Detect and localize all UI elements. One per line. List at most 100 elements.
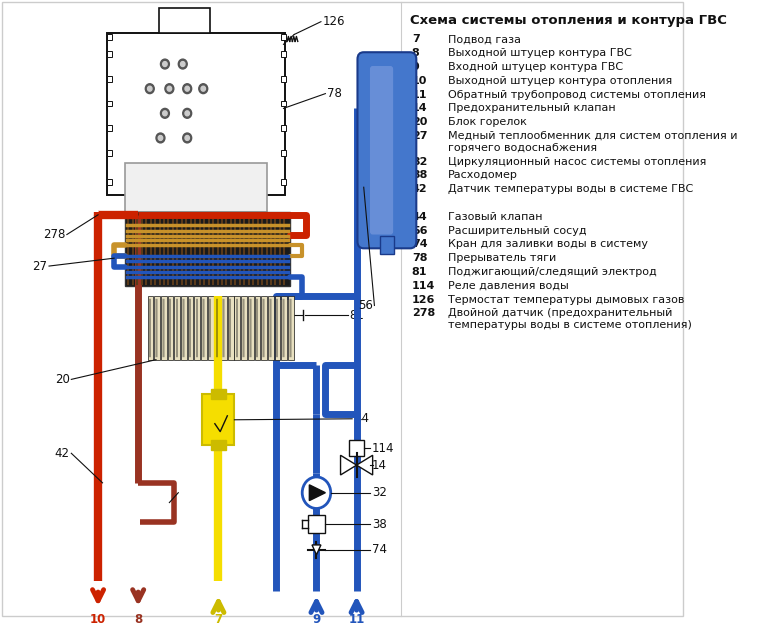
Text: 9: 9 (313, 613, 320, 626)
Bar (275, 295, 280, 360)
Text: Термостат температуры дымовых газов: Термостат температуры дымовых газов (448, 295, 684, 305)
Bar (174, 295, 180, 360)
Bar (254, 295, 260, 360)
Bar (268, 295, 273, 360)
Text: 78: 78 (327, 87, 342, 100)
Text: 126: 126 (412, 295, 435, 305)
Bar (261, 295, 267, 360)
Circle shape (161, 108, 170, 119)
Text: 74: 74 (412, 240, 428, 250)
Text: Входной штуцер контура ГВС: Входной штуцер контура ГВС (448, 62, 623, 72)
Circle shape (185, 111, 190, 116)
Circle shape (161, 59, 170, 69)
Bar (207, 295, 214, 360)
Text: 114: 114 (412, 281, 435, 291)
Text: Подвод газа: Подвод газа (448, 34, 521, 45)
Text: 20: 20 (55, 373, 70, 386)
Text: Реле давления воды: Реле давления воды (448, 281, 568, 291)
Text: Медный теплообменник для систем отопления и
горячего водоснабжения: Медный теплообменник для систем отоплени… (448, 131, 737, 152)
Text: 27: 27 (412, 131, 427, 141)
Bar (349, 441, 364, 456)
Text: 278: 278 (412, 308, 435, 319)
Bar (161, 295, 167, 360)
Text: Выходной штуцер контура ГВС: Выходной штуцер контура ГВС (448, 48, 631, 58)
Text: Блок горелок: Блок горелок (448, 117, 526, 127)
Text: Датчик температуры воды в системе ГВС: Датчик температуры воды в системе ГВС (448, 184, 693, 194)
Text: 11: 11 (349, 613, 365, 626)
Circle shape (201, 87, 206, 91)
Bar (181, 295, 187, 360)
Bar (125, 162, 267, 212)
Text: 7: 7 (412, 34, 419, 45)
Bar (228, 295, 233, 360)
Text: Газовый клапан: Газовый клапан (448, 212, 542, 222)
Bar (107, 125, 112, 131)
Text: 11: 11 (412, 90, 427, 100)
Circle shape (183, 84, 192, 93)
Text: 14: 14 (372, 458, 387, 472)
Bar (307, 515, 326, 533)
Text: 42: 42 (55, 447, 70, 460)
Bar (107, 51, 112, 57)
Bar (379, 236, 394, 254)
Text: 8: 8 (134, 613, 142, 626)
Circle shape (167, 87, 171, 91)
Text: Поджигающий/следящий электрод: Поджигающий/следящий электрод (448, 267, 657, 277)
Text: 126: 126 (323, 15, 345, 28)
Bar (167, 295, 174, 360)
Text: 44: 44 (412, 212, 428, 222)
Text: 114: 114 (372, 442, 394, 455)
Bar (107, 33, 285, 195)
Bar (147, 295, 154, 360)
Circle shape (183, 108, 192, 119)
Text: 32: 32 (412, 157, 427, 167)
Text: Кран для заливки воды в систему: Кран для заливки воды в систему (448, 240, 647, 250)
Bar (281, 295, 287, 360)
Text: Предохранительный клапан: Предохранительный клапан (448, 103, 615, 113)
Text: 10: 10 (90, 613, 106, 626)
Circle shape (158, 135, 163, 140)
Text: 78: 78 (412, 253, 427, 263)
Circle shape (303, 477, 331, 508)
Circle shape (163, 111, 167, 116)
Circle shape (147, 87, 152, 91)
Text: 278: 278 (43, 228, 65, 241)
Text: 32: 32 (372, 486, 386, 499)
Polygon shape (356, 455, 372, 475)
Text: 20: 20 (412, 117, 427, 127)
Circle shape (183, 133, 192, 143)
Text: 56: 56 (358, 299, 372, 312)
Bar (234, 295, 240, 360)
Bar (211, 389, 226, 399)
Text: 44: 44 (354, 413, 369, 425)
Bar (187, 295, 194, 360)
Text: 81: 81 (349, 309, 364, 322)
Polygon shape (340, 455, 356, 475)
Polygon shape (310, 485, 326, 500)
Bar (211, 441, 226, 450)
Text: Циркуляционный насос системы отопления: Циркуляционный насос системы отопления (448, 157, 706, 167)
Circle shape (145, 84, 154, 93)
Text: 74: 74 (372, 544, 387, 556)
Bar (281, 150, 286, 155)
Bar (154, 295, 160, 360)
Text: Выходной штуцер контура отопления: Выходной штуцер контура отопления (448, 76, 672, 86)
Circle shape (163, 61, 167, 66)
Bar (107, 100, 112, 107)
Text: 42: 42 (412, 184, 428, 194)
Text: 7: 7 (214, 613, 223, 626)
Bar (125, 212, 290, 286)
Circle shape (185, 87, 190, 91)
Bar (201, 295, 207, 360)
Text: 9: 9 (412, 62, 420, 72)
Bar (107, 150, 112, 155)
FancyBboxPatch shape (357, 52, 416, 248)
Text: 10: 10 (412, 76, 427, 86)
Bar (159, 8, 210, 33)
FancyBboxPatch shape (370, 66, 393, 234)
Bar (107, 76, 112, 82)
Text: Двойной датчик (предохранительный
температуры воды в системе отопления): Двойной датчик (предохранительный темпер… (448, 308, 691, 330)
Text: 8: 8 (412, 48, 419, 58)
Bar (281, 76, 286, 82)
Bar (107, 34, 112, 40)
